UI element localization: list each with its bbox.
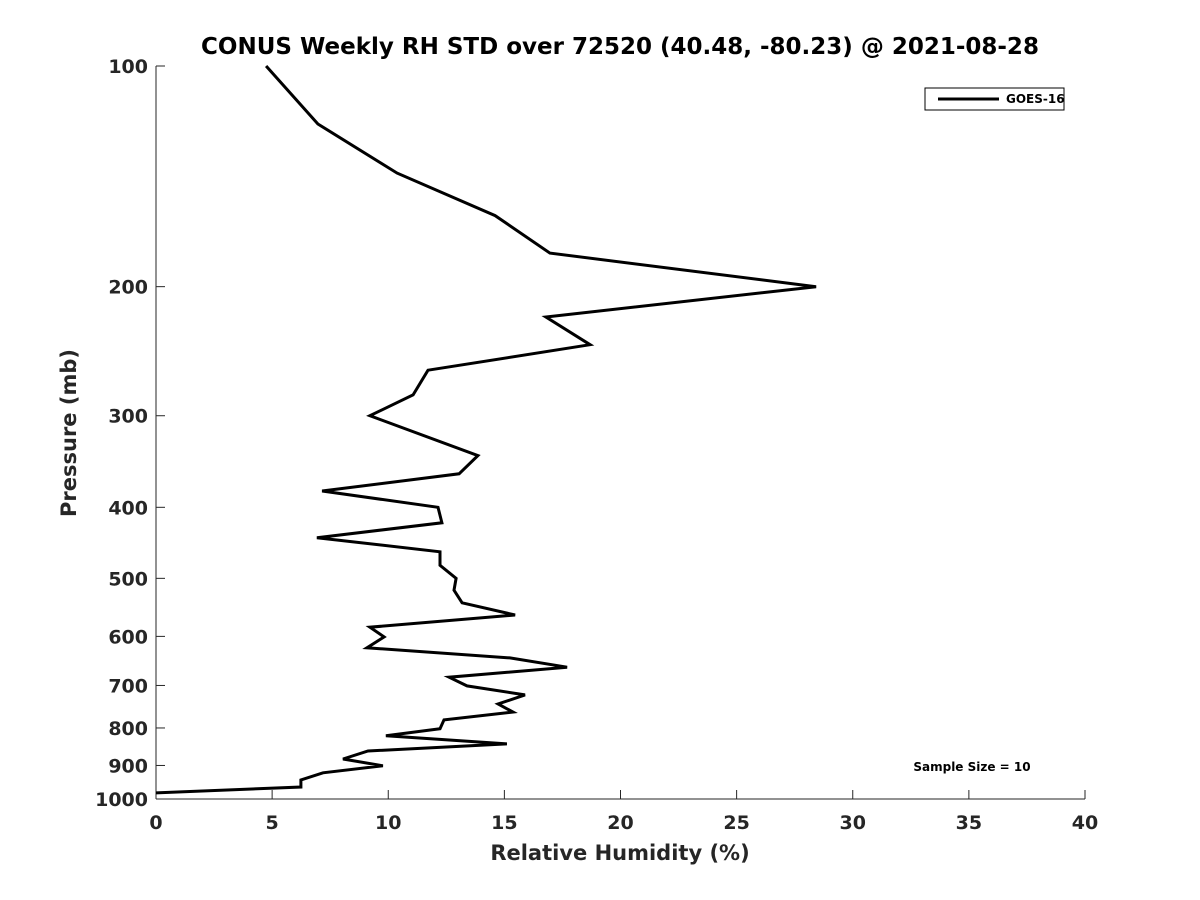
x-tick-label: 40	[1072, 812, 1098, 834]
y-tick-label: 400	[108, 497, 148, 519]
legend-entry: GOES-16	[1006, 92, 1065, 106]
legend: GOES-16	[924, 87, 1065, 111]
y-axis-label: Pressure (mb)	[57, 349, 81, 517]
y-tick-label: 500	[108, 568, 148, 590]
y-tick-label: 700	[108, 675, 148, 697]
y-tick-label: 300	[108, 406, 148, 428]
data-points	[156, 66, 816, 793]
y-tick-label: 200	[108, 277, 148, 299]
axes	[155, 65, 1086, 800]
x-tick-label: 10	[375, 812, 401, 834]
tick-labels: 0 5 10 15 20 25 30 35 40 100 200 300 400 500 600 700 800…	[95, 56, 1098, 834]
x-tick-label: 25	[723, 812, 749, 834]
x-tick-label: 20	[607, 812, 633, 834]
x-axis-label: Relative Humidity (%)	[490, 841, 749, 865]
chart-title: CONUS Weekly RH STD over 72520 (40.48, -…	[201, 34, 1039, 60]
x-tick-label: 30	[840, 812, 866, 834]
y-tick-label: 100	[108, 56, 148, 78]
y-tick-label: 800	[108, 718, 148, 740]
y-tick-label: 900	[108, 755, 148, 777]
sample-size-annotation: Sample Size = 10	[913, 760, 1030, 774]
x-tick-label: 35	[956, 812, 982, 834]
x-tick-label: 5	[266, 812, 279, 834]
y-tick-label: 1000	[95, 789, 148, 811]
x-tick-label: 15	[491, 812, 517, 834]
series-line-goes-16	[155, 65, 817, 795]
x-tick-label: 0	[149, 812, 162, 834]
y-tick-label: 600	[108, 626, 148, 648]
